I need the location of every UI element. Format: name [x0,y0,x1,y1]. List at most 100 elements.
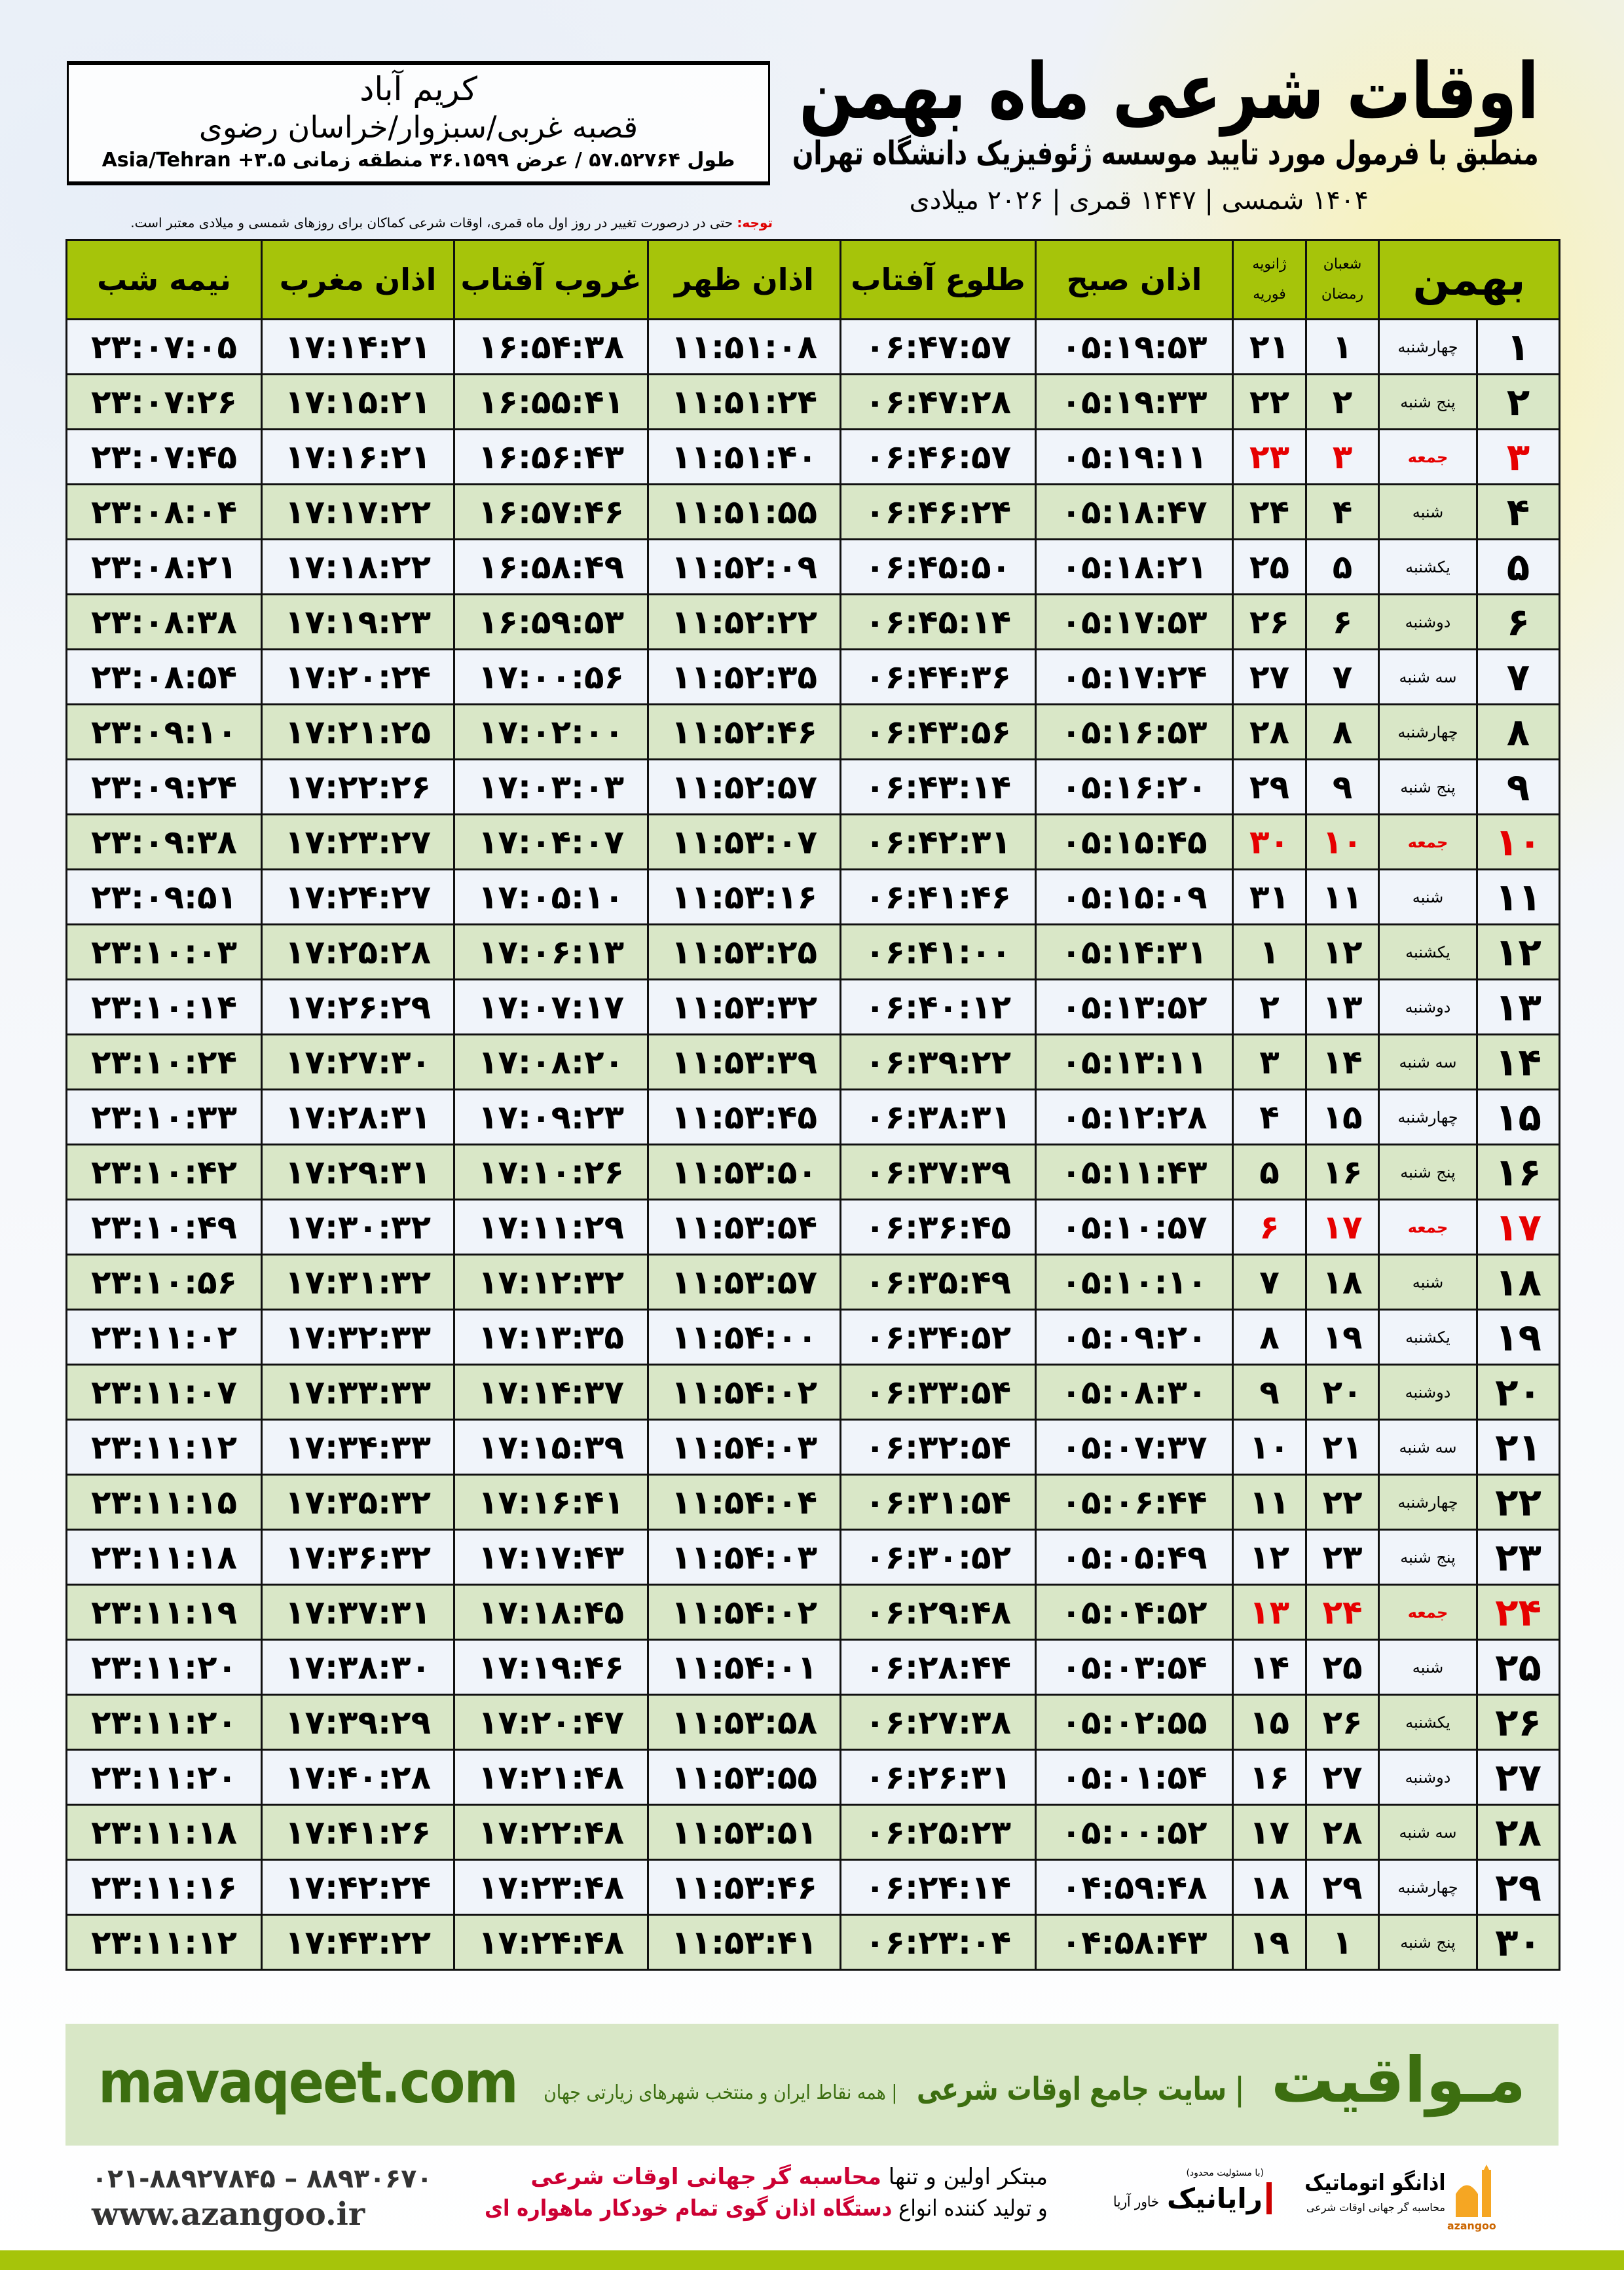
hijri-day-cell: ۷ [1305,648,1380,705]
dhuhr-time-cell: ۱۱:۵۴:۰۴ [647,1474,841,1531]
mavaqeet-website-link[interactable]: mavaqeet.com [98,2049,519,2116]
promo-1a: مبتکر اولین و تنها [881,2164,1048,2190]
azangoo-logo-latin: azangoo [1447,2220,1496,2232]
hijri-day-cell: ۱۳ [1305,978,1380,1035]
gregorian-day-cell: ۱۶ [1232,1749,1307,1806]
sunset-time-cell: ۱۷:۱۰:۲۶ [453,1144,649,1200]
dhuhr-time: ۱۱:۵۳:۴۶ [671,1868,818,1907]
hijri-day: ۸ [1332,713,1353,751]
midnight-time-cell: ۲۳:۱۰:۰۳ [65,923,263,980]
maghrib-time: ۱۷:۱۹:۲۳ [284,603,432,641]
midnight-time-cell: ۲۳:۱۱:۱۶ [65,1859,263,1916]
sunrise-time-cell: ۰۶:۲۹:۴۸ [840,1584,1037,1641]
table-row: ۲۸ سه شنبه ۲۸ ۱۷ ۰۵:۰۰:۵۲ ۰۶:۲۵:۲۳ ۱۱:۵۳:۵۱ ۱۷:… [65,1804,1560,1861]
promo-line-2: و تولید کننده انواع دستگاه اذان گوی تمام… [485,2193,1048,2224]
hijri-day-cell: ۱ [1305,1914,1380,1971]
maghrib-time-cell: ۱۷:۱۸:۲۲ [261,538,455,595]
day-number-cell: ۱۸ [1476,1254,1560,1311]
fajr-time-cell: ۰۴:۵۸:۴۳ [1035,1914,1234,1971]
weekday: یکشنبه [1405,557,1450,576]
fajr-time-cell: ۰۵:۱۳:۱۱ [1035,1033,1234,1090]
dhuhr-time: ۱۱:۵۲:۰۹ [671,548,818,586]
sunrise-time: ۰۶:۴۶:۵۷ [864,437,1012,476]
hijri-day: ۲۵ [1322,1648,1363,1686]
midnight-time: ۲۳:۰۷:۴۵ [90,437,238,476]
midnight-time: ۲۳:۱۱:۱۲ [90,1923,238,1962]
day-number: ۵ [1506,544,1530,589]
day-number-cell: ۳۰ [1476,1914,1560,1971]
fajr-time: ۰۵:۱۶:۲۰ [1061,768,1208,806]
sunrise-time-cell: ۰۶:۴۳:۱۴ [840,758,1037,815]
promo-1b: محاسبه گر جهانی اوقات شرعی [530,2164,881,2190]
sunrise-time-cell: ۰۶:۳۴:۵۲ [840,1309,1037,1366]
table-row: ۲۳ پنج شنبه ۲۳ ۱۲ ۰۵:۰۵:۴۹ ۰۶:۳۰:۵۲ ۱۱:۵۴:۰۳ ۱۷… [65,1529,1560,1586]
sunset-time-cell: ۱۶:۵۶:۴۳ [453,428,649,485]
sunrise-time-cell: ۰۶:۲۴:۱۴ [840,1859,1037,1916]
midnight-time-cell: ۲۳:۱۰:۲۴ [65,1033,263,1090]
sunrise-time-cell: ۰۶:۴۴:۳۶ [840,648,1037,705]
maghrib-time-cell: ۱۷:۴۱:۲۶ [261,1804,455,1861]
slogan-text: سایت جامع اوقات شرعی [917,2071,1227,2108]
weekday-cell: سه شنبه [1378,1804,1478,1861]
phone-numbers: ۰۲۱-۸۸۹۲۷۸۴۵ – ۸۸۹۳۰۶۷۰ [92,2164,433,2194]
maghrib-time: ۱۷:۳۹:۲۹ [284,1703,432,1741]
table-row: ۱۱ شنبه ۱۱ ۳۱ ۰۵:۱۵:۰۹ ۰۶:۴۱:۴۶ ۱۱:۵۳:۱۶ ۱۷:۰۵:… [65,868,1560,925]
day-number: ۱۴ [1495,1039,1541,1085]
gregorian-day-cell: ۵ [1232,1144,1307,1200]
dhuhr-time-cell: ۱۱:۵۳:۴۵ [647,1088,841,1145]
gregorian-day-cell: ۱۹ [1232,1914,1307,1971]
sunrise-time-cell: ۰۶:۴۵:۱۴ [840,593,1037,650]
gregorian-day: ۱ [1259,933,1280,971]
weekday-cell: یکشنبه [1378,1309,1478,1366]
dhuhr-time: ۱۱:۵۲:۵۷ [671,768,818,806]
maghrib-time-cell: ۱۷:۲۴:۲۷ [261,868,455,925]
sunset-time: ۱۷:۱۱:۲۹ [477,1208,625,1246]
sunrise-time: ۰۶:۲۳:۰۴ [864,1923,1012,1962]
weekday-cell: سه شنبه [1378,1033,1478,1090]
banner-slogan: | سایت جامع اوقات شرعی [917,2071,1244,2108]
gregorian-day-cell: ۱۴ [1232,1639,1307,1696]
gregorian-day: ۲۹ [1249,768,1290,806]
sunrise-time: ۰۶:۴۱:۴۶ [864,878,1012,916]
day-number: ۷ [1506,654,1530,699]
day-number: ۱۹ [1495,1314,1541,1360]
fajr-time-cell: ۰۵:۰۲:۵۵ [1035,1694,1234,1751]
promo-2b: دستگاه اذان گوی تمام خودکار ماهواره ای [485,2195,893,2222]
day-number-cell: ۲۳ [1476,1529,1560,1586]
sunset-time-cell: ۱۶:۵۵:۴۱ [453,373,649,430]
midnight-time-cell: ۲۳:۱۱:۱۲ [65,1419,263,1476]
weekday-cell: پنج شنبه [1378,373,1478,430]
sunrise-time: ۰۶:۴۴:۳۶ [864,658,1012,696]
sunset-time: ۱۷:۱۷:۴۳ [477,1538,625,1576]
gregorian-day-cell: ۱۷ [1232,1804,1307,1861]
weekday: پنج شنبه [1400,777,1456,796]
sunset-time-cell: ۱۷:۱۳:۳۵ [453,1309,649,1366]
hijri-day: ۷ [1332,658,1353,696]
maghrib-time-cell: ۱۷:۳۹:۲۹ [261,1694,455,1751]
gregorian-day-cell: ۱۸ [1232,1859,1307,1916]
promo-2a: و تولید کننده انواع [892,2195,1048,2222]
dhuhr-time: ۱۱:۵۲:۴۶ [671,713,818,751]
dhuhr-time-cell: ۱۱:۵۱:۰۸ [647,318,841,375]
bottom-bar [0,2250,1624,2270]
sunset-time: ۱۷:۲۲:۴۸ [477,1813,625,1851]
sunrise-time-cell: ۰۶:۳۹:۲۲ [840,1033,1037,1090]
sunrise-time-cell: ۰۶:۲۵:۲۳ [840,1804,1037,1861]
weekday: چهارشنبه [1397,1493,1458,1512]
azangoo-website-link[interactable]: www.azangoo.ir [92,2196,365,2233]
sunset-time: ۱۷:۰۲:۰۰ [477,713,625,751]
midnight-time-cell: ۲۳:۱۱:۰۷ [65,1364,263,1421]
dhuhr-time-cell: ۱۱:۵۳:۰۷ [647,813,841,870]
sunrise-time-cell: ۰۶:۳۲:۵۴ [840,1419,1037,1476]
fajr-time-cell: ۰۵:۱۷:۲۴ [1035,648,1234,705]
sunset-time-cell: ۱۷:۰۳:۰۳ [453,758,649,815]
gregorian-day-cell: ۲۴ [1232,483,1307,540]
weekday: سه شنبه [1399,1438,1457,1457]
mavaqeet-banner: مـواقیت | سایت جامع اوقات شرعی | همه نقا… [65,2024,1559,2146]
fajr-time-cell: ۰۵:۱۹:۳۳ [1035,373,1234,430]
rayanik-logo-top: (با مسئولیت محدود) [1186,2168,1264,2178]
table-row: ۹ پنج شنبه ۹ ۲۹ ۰۵:۱۶:۲۰ ۰۶:۴۳:۱۴ ۱۱:۵۲:۵۷ ۱۷:۰… [65,758,1560,815]
fajr-time: ۰۵:۱۰:۵۷ [1061,1208,1208,1246]
sunrise-time: ۰۶:۳۰:۵۲ [864,1538,1012,1576]
day-number-cell: ۸ [1476,703,1560,760]
